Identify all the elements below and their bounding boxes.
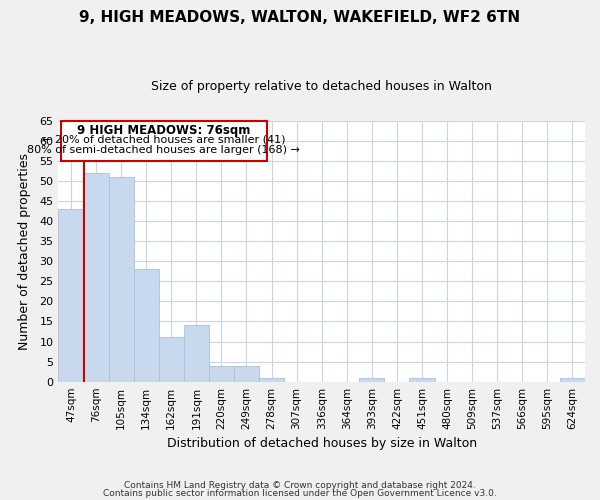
Bar — [209, 366, 234, 382]
Bar — [109, 177, 134, 382]
Title: Size of property relative to detached houses in Walton: Size of property relative to detached ho… — [151, 80, 492, 93]
FancyBboxPatch shape — [61, 122, 266, 160]
Bar — [159, 338, 184, 382]
Bar — [58, 209, 83, 382]
Bar — [134, 269, 159, 382]
Bar — [359, 378, 385, 382]
Text: 9, HIGH MEADOWS, WALTON, WAKEFIELD, WF2 6TN: 9, HIGH MEADOWS, WALTON, WAKEFIELD, WF2 … — [79, 10, 521, 25]
Bar — [83, 173, 109, 382]
Bar — [259, 378, 284, 382]
Bar — [234, 366, 259, 382]
Y-axis label: Number of detached properties: Number of detached properties — [18, 152, 31, 350]
Bar — [409, 378, 434, 382]
X-axis label: Distribution of detached houses by size in Walton: Distribution of detached houses by size … — [167, 437, 477, 450]
Bar — [184, 326, 209, 382]
Text: 9 HIGH MEADOWS: 76sqm: 9 HIGH MEADOWS: 76sqm — [77, 124, 250, 137]
Text: 80% of semi-detached houses are larger (168) →: 80% of semi-detached houses are larger (… — [28, 144, 300, 154]
Text: Contains public sector information licensed under the Open Government Licence v3: Contains public sector information licen… — [103, 488, 497, 498]
Bar — [560, 378, 585, 382]
Text: Contains HM Land Registry data © Crown copyright and database right 2024.: Contains HM Land Registry data © Crown c… — [124, 481, 476, 490]
Text: ← 20% of detached houses are smaller (41): ← 20% of detached houses are smaller (41… — [42, 134, 286, 144]
